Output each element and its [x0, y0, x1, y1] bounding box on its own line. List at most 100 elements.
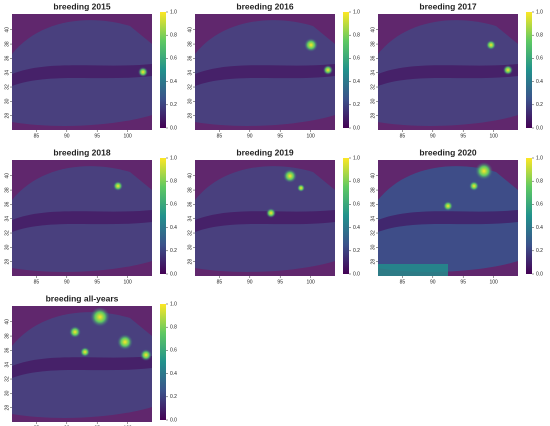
- y-tick-label: 40: [370, 173, 376, 179]
- colorbar-tick-label: 0.2: [170, 394, 177, 400]
- y-tick-label: 30: [4, 98, 10, 104]
- colorbar-tick-label: 0.8: [170, 179, 177, 185]
- y-tick-label: 38: [4, 333, 10, 339]
- x-tick-label: 85: [34, 133, 40, 139]
- y-tick-label: 34: [187, 70, 193, 76]
- y-tick-label: 36: [4, 201, 10, 207]
- x-tick-label: 100: [123, 279, 132, 285]
- y-tick-label: 32: [187, 230, 193, 236]
- colorbar-tick-label: 0.6: [536, 56, 543, 62]
- y-tick-label: 28: [370, 113, 376, 119]
- raster-band: [12, 64, 152, 86]
- hotspot: [138, 67, 148, 77]
- y-tick-label: 28: [370, 259, 376, 265]
- x-tick-label: 90: [430, 133, 436, 139]
- colorbar-tick-label: 0.2: [170, 102, 177, 108]
- raster-band: [12, 210, 152, 232]
- x-tick-label: 95: [460, 279, 466, 285]
- y-tick-label: 38: [370, 187, 376, 193]
- colorbar: [160, 304, 166, 420]
- colorbar-tick-label: 1.0: [353, 155, 360, 161]
- colorbar-tick-label: 0.6: [536, 202, 543, 208]
- colorbar-tick-label: 0.6: [170, 56, 177, 62]
- y-tick-label: 36: [4, 347, 10, 353]
- x-tick-label: 85: [217, 279, 223, 285]
- hotspot: [80, 347, 90, 357]
- y-tick-label: 40: [4, 173, 10, 179]
- colorbar-tick-label: 0.0: [353, 125, 360, 131]
- hotspot: [443, 201, 453, 211]
- panel: breeding 2018 85 90 95 100 28 30 32 34 36 38 40 0.0 0…: [4, 147, 177, 285]
- x-tick-label: 90: [247, 279, 253, 285]
- hotspot: [503, 65, 513, 75]
- x-tick-label: 95: [94, 133, 100, 139]
- panel-title: breeding 2015: [53, 1, 110, 11]
- colorbar-tick-label: 0.0: [536, 271, 543, 277]
- raster-band: [195, 64, 335, 86]
- raster-band: [12, 356, 152, 378]
- x-tick-label: 90: [247, 133, 253, 139]
- colorbar-tick-label: 1.0: [353, 9, 360, 15]
- x-tick-label: 100: [489, 133, 498, 139]
- panel: breeding all-years8590951002830323436384…: [4, 293, 177, 426]
- y-tick-label: 30: [4, 390, 10, 396]
- colorbar-tick-label: 0.2: [353, 248, 360, 254]
- panel: breeding 2019 85 90 95 100 28 30 32 34 36 38 40 0.0 0…: [187, 147, 360, 285]
- colorbar-tick-label: 0.2: [536, 102, 543, 108]
- colorbar-tick-label: 0.0: [170, 125, 177, 131]
- colorbar-tick-label: 0.4: [170, 371, 177, 377]
- panel: breeding 2020 85 90 95 100 28 30 32 34 36 38 40 0.0 0…: [370, 147, 543, 285]
- y-tick-label: 32: [370, 84, 376, 90]
- colorbar-tick-label: 0.0: [353, 271, 360, 277]
- y-tick-label: 34: [370, 216, 376, 222]
- y-tick-label: 36: [187, 201, 193, 207]
- hotspot: [90, 307, 110, 327]
- x-tick-label: 100: [489, 279, 498, 285]
- y-tick-label: 40: [370, 27, 376, 33]
- colorbar-tick-label: 0.2: [170, 248, 177, 254]
- y-tick-label: 28: [4, 113, 10, 119]
- x-tick-label: 85: [217, 133, 223, 139]
- y-tick-label: 38: [370, 41, 376, 47]
- colorbar-tick-label: 0.0: [170, 271, 177, 277]
- panel: breeding 2017 85 90 95 100 28 30 32 34 36 38 40 0.0 0…: [370, 1, 543, 139]
- y-tick-label: 30: [187, 244, 193, 250]
- y-tick-label: 38: [187, 41, 193, 47]
- y-tick-label: 38: [4, 187, 10, 193]
- raster-low-band: [378, 264, 448, 276]
- hotspot: [297, 184, 305, 192]
- y-tick-label: 38: [187, 187, 193, 193]
- y-tick-label: 36: [370, 201, 376, 207]
- y-tick-label: 34: [187, 216, 193, 222]
- panel: breeding 2015 85 90 95 100 28 30 32 34 36 38 40 0.0 0…: [4, 1, 177, 139]
- colorbar-tick-label: 0.4: [170, 225, 177, 231]
- hotspot: [113, 181, 123, 191]
- x-tick-label: 100: [306, 279, 315, 285]
- y-tick-label: 30: [4, 244, 10, 250]
- raster-band: [378, 210, 518, 232]
- colorbar-tick-label: 0.8: [170, 33, 177, 39]
- colorbar: [343, 158, 349, 274]
- y-tick-label: 32: [4, 84, 10, 90]
- hotspot: [304, 38, 318, 52]
- x-tick-label: 100: [306, 133, 315, 139]
- colorbar-tick-label: 0.8: [353, 179, 360, 185]
- y-tick-label: 32: [4, 230, 10, 236]
- hotspot: [323, 65, 333, 75]
- panel-title: breeding 2017: [419, 1, 476, 11]
- y-tick-label: 34: [4, 216, 10, 222]
- hotspot: [266, 208, 276, 218]
- x-tick-label: 95: [277, 133, 283, 139]
- colorbar: [343, 12, 349, 128]
- panel-title: breeding 2019: [236, 147, 293, 157]
- colorbar-tick-label: 0.6: [353, 56, 360, 62]
- colorbar-tick-label: 0.6: [353, 202, 360, 208]
- raster-band: [378, 64, 518, 86]
- colorbar-tick-label: 1.0: [536, 9, 543, 15]
- colorbar-tick-label: 0.8: [353, 33, 360, 39]
- y-tick-label: 40: [4, 27, 10, 33]
- colorbar-tick-label: 0.4: [536, 225, 543, 231]
- y-tick-label: 38: [4, 41, 10, 47]
- colorbar-tick-label: 0.6: [170, 202, 177, 208]
